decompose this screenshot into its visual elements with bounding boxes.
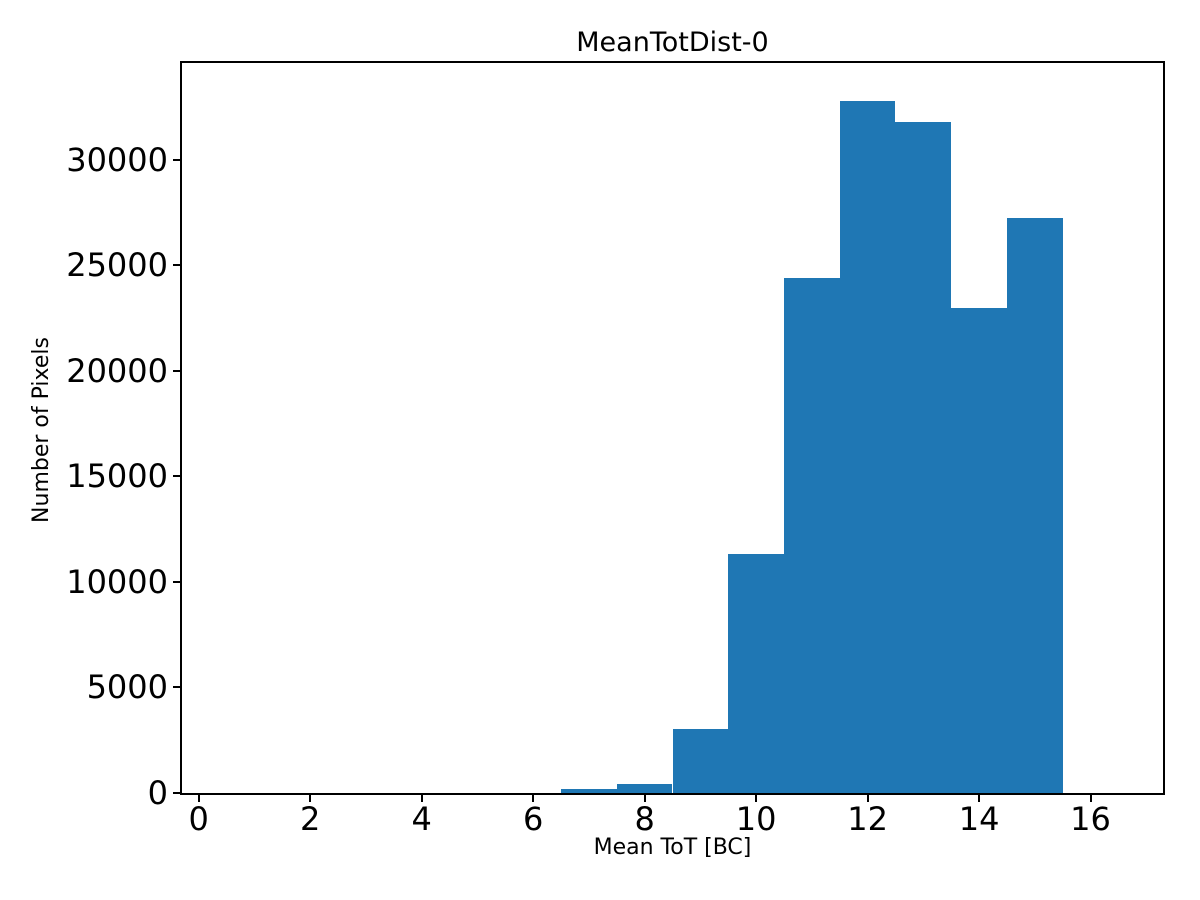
y-tick-mark bbox=[173, 158, 180, 161]
y-tick-mark bbox=[173, 264, 180, 267]
x-tick-mark bbox=[978, 795, 981, 802]
x-tick-label: 10 bbox=[735, 800, 777, 838]
histogram-bar bbox=[895, 121, 952, 793]
y-tick-label: 25000 bbox=[66, 246, 168, 285]
x-tick-mark bbox=[197, 795, 200, 802]
histogram-bar bbox=[561, 789, 617, 793]
y-tick-mark bbox=[173, 792, 180, 794]
histogram-bar bbox=[1006, 218, 1063, 793]
x-tick-mark bbox=[755, 795, 758, 802]
x-tick-mark bbox=[643, 795, 646, 802]
y-tick-mark bbox=[173, 475, 180, 478]
x-tick-label: 4 bbox=[411, 800, 432, 838]
plot-area bbox=[180, 61, 1165, 795]
histogram-bar bbox=[951, 307, 1007, 793]
x-tick-label: 0 bbox=[188, 800, 209, 838]
histogram-bar bbox=[616, 784, 673, 793]
x-tick-label: 16 bbox=[1070, 800, 1111, 838]
y-tick-mark bbox=[173, 369, 180, 372]
x-tick-mark bbox=[420, 795, 423, 802]
y-tick-label: 0 bbox=[147, 774, 168, 812]
x-tick-label: 12 bbox=[847, 800, 888, 838]
y-tick-label: 10000 bbox=[66, 562, 168, 601]
y-tick-label: 30000 bbox=[66, 140, 168, 179]
bars-layer bbox=[182, 63, 1163, 793]
x-tick-label: 8 bbox=[634, 800, 655, 838]
x-tick-mark bbox=[309, 795, 312, 802]
x-tick-label: 2 bbox=[300, 800, 321, 838]
y-tick-mark bbox=[173, 580, 180, 583]
x-axis-label: Mean ToT [BC] bbox=[593, 835, 752, 860]
y-tick-label: 15000 bbox=[66, 457, 168, 496]
x-tick-label: 6 bbox=[522, 800, 544, 838]
histogram-bar bbox=[728, 553, 784, 793]
histogram-bar bbox=[783, 277, 840, 793]
x-tick-mark bbox=[1089, 795, 1092, 802]
histogram-bar bbox=[839, 101, 896, 793]
y-tick-label: 5000 bbox=[86, 668, 168, 707]
x-tick-mark bbox=[532, 795, 535, 802]
x-tick-label: 14 bbox=[958, 800, 1000, 838]
chart-title: MeanTotDist-0 bbox=[576, 27, 769, 58]
y-tick-mark bbox=[173, 686, 180, 689]
y-tick-label: 20000 bbox=[66, 351, 168, 390]
x-tick-mark bbox=[866, 795, 869, 802]
histogram-bar bbox=[672, 729, 729, 793]
